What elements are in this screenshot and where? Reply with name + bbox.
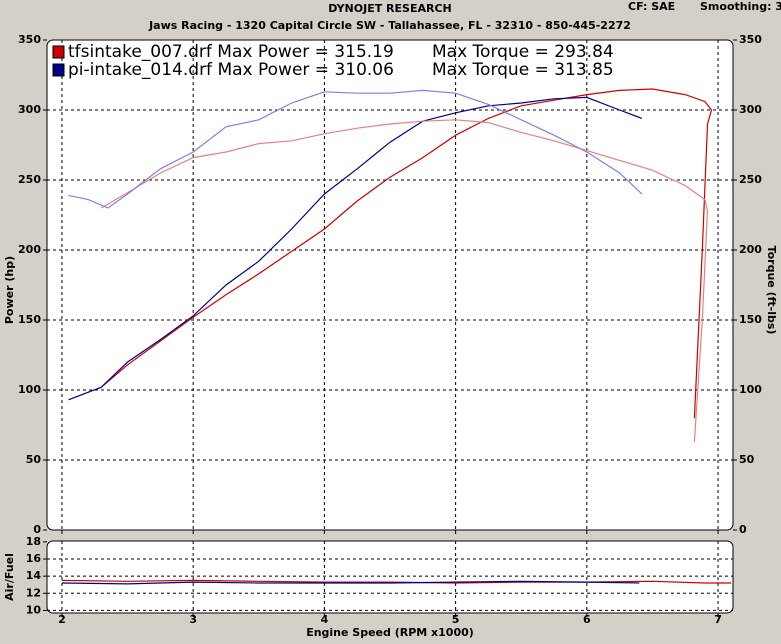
y2-tick-label: 100 bbox=[739, 383, 762, 396]
chart-title: DYNOJET RESEARCH bbox=[328, 2, 451, 15]
y-tick-label: 18 bbox=[26, 535, 41, 548]
series-line bbox=[61, 580, 640, 585]
legend-label: Max Torque = 293.84 bbox=[432, 42, 614, 62]
y-tick-label: 12 bbox=[26, 586, 41, 599]
y2-tick-label: 350 bbox=[739, 33, 762, 46]
y-tick-label: 0 bbox=[33, 523, 41, 536]
y2-tick-label: 50 bbox=[739, 453, 755, 466]
series-line bbox=[68, 96, 643, 401]
y2-tick-label: 200 bbox=[739, 243, 762, 256]
y-axis-label: Power (hp) bbox=[3, 256, 16, 324]
series-line bbox=[68, 89, 643, 209]
x-tick-label: 4 bbox=[321, 613, 329, 626]
y-tick-label: 350 bbox=[18, 33, 41, 46]
y2-tick-label: 300 bbox=[739, 103, 762, 116]
legend-label: tfsintake_007.drf Max Power = 315.19 bbox=[68, 42, 394, 62]
x-tick-label: 5 bbox=[452, 613, 460, 626]
y-tick-label: 200 bbox=[18, 243, 41, 256]
plot-area bbox=[46, 39, 734, 531]
x-tick-label: 2 bbox=[58, 613, 66, 626]
y-tick-label: 150 bbox=[18, 313, 41, 326]
note: CF: SAE bbox=[628, 0, 675, 13]
chart-subtitle: Jaws Racing - 1320 Capital Circle SW - T… bbox=[148, 19, 631, 32]
legend-swatch bbox=[52, 45, 65, 59]
legend-swatch bbox=[52, 63, 65, 77]
y-tick-label: 14 bbox=[26, 569, 42, 582]
legend-label: Max Torque = 313.85 bbox=[432, 60, 614, 80]
y2-tick-label: 250 bbox=[739, 173, 762, 186]
afr-axis-label: Air/Fuel bbox=[3, 553, 16, 601]
y2-axis-label: Torque (ft-lbs) bbox=[765, 246, 778, 335]
y-tick-label: 100 bbox=[18, 383, 41, 396]
y2-tick-label: 0 bbox=[739, 523, 747, 536]
y-tick-label: 50 bbox=[26, 453, 42, 466]
y-tick-label: 16 bbox=[26, 552, 42, 565]
legend-label: pi-intake_014.drf Max Power = 310.06 bbox=[68, 60, 394, 80]
y-tick-label: 10 bbox=[26, 603, 42, 616]
note: Smoothing: 3 bbox=[700, 0, 781, 13]
y2-tick-label: 150 bbox=[739, 313, 762, 326]
series-line bbox=[100, 88, 713, 419]
y-tick-label: 250 bbox=[18, 173, 41, 186]
x-tick-label: 6 bbox=[583, 613, 591, 626]
x-axis-label: Engine Speed (RPM x1000) bbox=[306, 626, 474, 639]
series-line bbox=[100, 119, 709, 442]
y-tick-label: 300 bbox=[18, 103, 41, 116]
x-tick-label: 3 bbox=[189, 613, 197, 626]
x-tick-label: 7 bbox=[714, 613, 722, 626]
afr-plot-area bbox=[46, 540, 734, 614]
